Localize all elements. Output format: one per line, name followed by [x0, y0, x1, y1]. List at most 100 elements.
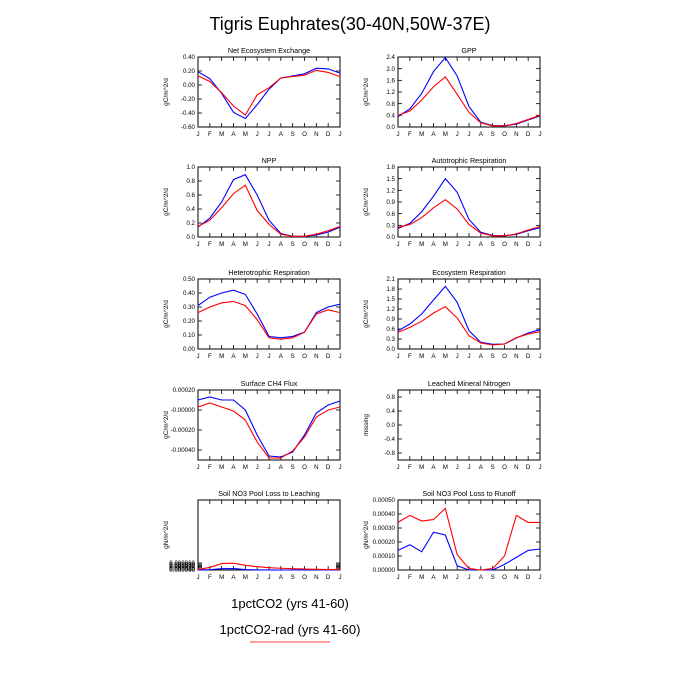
x-tick-label: M — [243, 241, 248, 248]
series-line-1pctco2-rad — [197, 184, 341, 237]
x-tick-label: D — [526, 131, 531, 138]
x-tick-label: A — [431, 131, 436, 138]
y-tick-label: 0.000040 — [169, 563, 195, 570]
x-tick-label: M — [443, 464, 448, 471]
x-tick-label: J — [538, 241, 541, 248]
panel-title: Autotrophic Respiration — [432, 156, 507, 165]
y-tick-label: 0.20 — [183, 68, 196, 75]
panel-title: Soil NO3 Pool Loss to Runoff — [422, 489, 515, 498]
series-line-1pctco2 — [397, 177, 541, 237]
x-tick-label: M — [419, 464, 424, 471]
x-tick-label: N — [514, 574, 518, 581]
figure-title: Tigris Euphrates(30-40N,50W-37E) — [209, 14, 490, 34]
x-tick-label: S — [491, 464, 495, 471]
x-tick-label: J — [467, 241, 470, 248]
x-tick-label: D — [326, 353, 331, 360]
x-tick-label: N — [514, 464, 518, 471]
y-tick-label: 1.6 — [386, 78, 395, 85]
x-tick-label: J — [256, 353, 259, 360]
x-tick-label: O — [502, 241, 507, 248]
panel-title: Heterotrophic Respiration — [228, 268, 310, 277]
x-tick-label: N — [314, 241, 318, 248]
panel-title: Surface CH4 Flux — [241, 379, 298, 388]
y-axis-label: gN/m^2/d — [163, 521, 170, 549]
y-tick-label: 1.8 — [386, 164, 395, 171]
y-tick-label: 0.000060 — [169, 560, 195, 567]
y-tick-label: 0.4 — [386, 113, 395, 120]
x-tick-label: S — [291, 574, 295, 581]
x-tick-label: M — [243, 464, 248, 471]
x-tick-label: J — [396, 464, 399, 471]
x-tick-label: A — [279, 241, 284, 248]
x-tick-label: D — [326, 464, 331, 471]
y-axis-label: gC/m^2/d — [363, 300, 370, 328]
x-tick-label: N — [514, 353, 518, 360]
x-tick-label: A — [431, 353, 436, 360]
y-tick-label: 0.40 — [183, 290, 196, 297]
x-tick-label: A — [279, 464, 284, 471]
y-tick-label: -0.00000 — [171, 407, 196, 414]
x-tick-label: A — [231, 353, 236, 360]
panel-net-ecosystem-exchange: Net Ecosystem Exchange gC/m^2/d 0.40 0.20 0.… — [163, 46, 342, 138]
y-tick-label: 0.9 — [386, 199, 395, 206]
x-tick-label: J — [456, 241, 459, 248]
y-axis-label: gC/m^2/d — [163, 300, 170, 328]
x-tick-label: J — [338, 574, 341, 581]
panel-frame — [197, 389, 341, 461]
x-tick-label: F — [208, 464, 212, 471]
x-tick-label: M — [243, 574, 248, 581]
y-tick-label: 1.8 — [386, 286, 395, 293]
x-tick-label: F — [408, 241, 412, 248]
x-tick-label: F — [408, 353, 412, 360]
y-tick-label: 0.0 — [186, 234, 195, 241]
panel-title: GPP — [461, 46, 476, 55]
series-line-1pctco2 — [197, 396, 341, 458]
x-tick-label: D — [526, 574, 531, 581]
panel-frame — [397, 278, 541, 350]
x-tick-label: O — [302, 241, 307, 248]
y-axis-label: gC/m^2/d — [163, 78, 170, 106]
y-tick-label: 0.00020 — [373, 539, 396, 546]
panel-frame — [197, 278, 341, 350]
x-tick-label: F — [408, 131, 412, 138]
x-tick-label: J — [267, 131, 270, 138]
series-line-1pctco2 — [197, 174, 341, 237]
x-tick-label: A — [279, 131, 284, 138]
y-tick-label: -0.20 — [181, 96, 196, 103]
y-tick-label: 2.4 — [386, 54, 395, 61]
x-tick-label: M — [419, 241, 424, 248]
y-tick-label: 0.6 — [386, 211, 395, 218]
x-tick-label: J — [267, 241, 270, 248]
series-line-1pctco2-rad — [397, 305, 541, 346]
x-tick-label: J — [538, 353, 541, 360]
x-tick-label: S — [491, 574, 495, 581]
y-tick-label: 0.10 — [183, 332, 196, 339]
y-tick-label: 0.40 — [183, 54, 196, 61]
x-tick-label: A — [279, 574, 284, 581]
x-tick-label: M — [219, 464, 224, 471]
y-tick-label: 0.00040 — [373, 511, 396, 518]
panel-heterotrophic-respiration: Heterotrophic Respiration gC/m^2/d 0.50 0.4… — [163, 268, 342, 360]
x-tick-label: A — [231, 464, 236, 471]
y-tick-label: 1.2 — [386, 188, 395, 195]
panel-frame — [197, 499, 341, 571]
y-tick-label: 0.000050 — [169, 561, 195, 568]
x-tick-label: J — [256, 131, 259, 138]
y-tick-label: 1.5 — [386, 296, 395, 303]
x-tick-label: S — [291, 464, 295, 471]
y-tick-label: 0.9 — [386, 316, 395, 323]
x-tick-label: A — [431, 241, 436, 248]
panel-frame — [397, 166, 541, 238]
x-tick-label: D — [326, 131, 331, 138]
y-tick-label: -0.60 — [181, 124, 196, 131]
x-tick-label: M — [219, 241, 224, 248]
y-tick-label: 0.2 — [186, 220, 195, 227]
x-tick-label: F — [408, 574, 412, 581]
y-axis-label: gC/m^2/d — [163, 188, 170, 216]
panel-frame — [397, 499, 541, 571]
y-tick-label: 0.00010 — [373, 553, 396, 560]
y-tick-label: 1.0 — [186, 164, 195, 171]
x-tick-label: S — [291, 353, 295, 360]
x-tick-label: O — [502, 464, 507, 471]
